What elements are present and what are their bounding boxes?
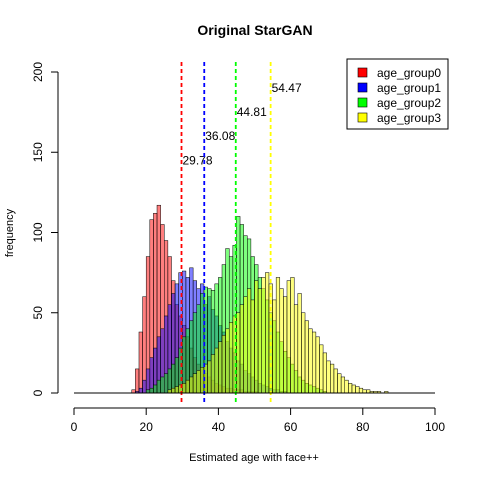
legend-label: age_group0 <box>377 66 441 80</box>
x-tick-label: 20 <box>140 420 154 434</box>
histogram-bar <box>319 344 324 394</box>
histogram-bar <box>135 368 140 394</box>
x-tick-label: 60 <box>284 420 298 434</box>
histogram-bar <box>239 304 244 394</box>
axes: 0 20 40 60 80 100 0 50 100 150 200 <box>31 62 445 434</box>
mean-label-age_group3: 54.47 <box>272 81 302 95</box>
legend-swatch <box>357 67 368 78</box>
histogram-bar <box>351 384 356 394</box>
histogram-bar <box>145 368 151 394</box>
histogram-bar <box>304 320 309 394</box>
histogram-bar <box>355 386 360 394</box>
histogram-bar <box>142 296 147 394</box>
histogram-bar <box>275 277 281 394</box>
y-tick-label: 50 <box>31 306 45 320</box>
histogram-bar <box>312 331 317 394</box>
y-tick-label: 100 <box>31 222 45 242</box>
histogram-bar <box>261 277 266 394</box>
histogram-bar <box>167 368 172 394</box>
histogram-bar <box>272 299 277 394</box>
histogram-bar <box>196 370 201 394</box>
x-axis-label: Estimated age with face++ <box>189 452 319 464</box>
histogram-bar <box>149 387 154 394</box>
histogram-bar <box>232 315 237 394</box>
histogram-bar <box>344 379 349 394</box>
histogram-bar <box>301 312 306 394</box>
histogram-bar <box>207 360 212 394</box>
histogram-bar <box>228 322 234 394</box>
histogram-bar <box>279 288 284 394</box>
histogram-bar <box>164 373 169 394</box>
histogram-bar <box>189 376 194 394</box>
histogram-bar <box>257 288 262 394</box>
histogram-bar <box>142 379 147 394</box>
histogram-bar <box>138 387 143 394</box>
x-tick-label: 40 <box>212 420 226 434</box>
histogram-bar <box>210 354 216 394</box>
histogram-bar <box>156 379 161 394</box>
histogram-bar <box>236 312 241 394</box>
histogram-bar <box>218 341 223 394</box>
histogram-bar <box>333 368 338 394</box>
histogram-bar <box>283 296 288 394</box>
x-tick-label: 80 <box>356 420 370 434</box>
x-tick-label: 100 <box>425 420 445 434</box>
chart-title: Original StarGAN <box>197 22 312 38</box>
y-tick-label: 150 <box>31 142 45 162</box>
histogram-bar <box>265 272 270 394</box>
x-tick-label: 0 <box>71 420 78 434</box>
histogram-bar <box>326 360 331 394</box>
histogram-bar <box>185 379 190 394</box>
histogram-bar <box>221 334 226 394</box>
histogram-bar <box>286 280 291 394</box>
histogram-bar <box>225 328 230 394</box>
legend-label: age_group3 <box>377 111 441 125</box>
histogram-bar <box>171 387 176 394</box>
histogram-bar <box>337 373 342 394</box>
y-axis-label: frequency <box>4 208 16 257</box>
mean-label-age_group0: 29.78 <box>183 153 213 167</box>
histogram-bar <box>330 363 335 394</box>
histogram-bar <box>322 352 327 394</box>
legend-swatch <box>357 97 368 108</box>
y-tick-label: 200 <box>31 62 45 82</box>
histogram-bar <box>149 357 154 394</box>
histogram-bar <box>250 299 255 394</box>
histogram-bar <box>254 280 259 394</box>
histogram-bar <box>308 328 313 394</box>
histogram-bar <box>153 384 158 394</box>
histogram-bar <box>358 387 364 394</box>
histogram-bar <box>348 383 353 394</box>
histogram-bar <box>340 376 346 394</box>
mean-label-age_group2: 44.81 <box>237 105 267 119</box>
legend-label: age_group1 <box>377 81 441 95</box>
legend-swatch <box>357 82 368 93</box>
histogram-bar <box>247 288 252 394</box>
legend-swatch <box>357 112 368 123</box>
histogram-bar <box>315 336 320 394</box>
histogram-bar <box>290 277 295 394</box>
histogram-bar <box>182 383 187 394</box>
histogram-bar <box>192 373 197 394</box>
histogram-bar <box>138 331 143 394</box>
histogram-bar <box>297 293 302 394</box>
histogram-bar <box>174 386 179 394</box>
y-tick-label: 0 <box>31 389 45 396</box>
legend-label: age_group2 <box>377 96 441 110</box>
histogram-bar <box>293 304 299 394</box>
histogram-bar <box>214 347 219 394</box>
histogram-bars <box>131 204 389 394</box>
histogram-bar <box>160 376 165 394</box>
histogram-bar <box>243 296 248 394</box>
mean-label-age_group1: 36.08 <box>205 129 235 143</box>
